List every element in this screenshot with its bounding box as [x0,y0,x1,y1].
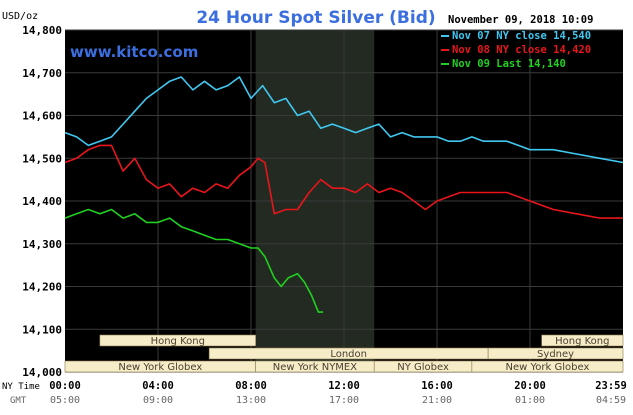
x-tick-label: 16:00 [421,380,453,392]
y-tick-label: 14,200 [22,281,62,294]
ny-time-row-label: NY Time [2,382,40,392]
series-line [64,144,623,219]
x-tick-label: 08:00 [235,380,267,392]
session-label: Hong Kong [555,336,609,347]
grid-lines [65,29,623,373]
y-unit-label: USD/oz [2,11,38,22]
legend-label: Nov 07 NY close 14,540 [452,30,591,42]
y-tick-label: 14,100 [22,323,62,336]
y-tick-label: 14,300 [22,238,62,251]
y-tick-label: 14,500 [22,152,62,165]
session-bar [471,360,624,373]
y-axis-ticks: 14,800 14,700 14,600 14,500 14,400 14,300 14,2… [22,24,62,379]
gmt-tick-label: 01:00 [515,395,545,406]
session-bar [487,347,624,360]
watermark: www.kitco.com [70,43,198,61]
y-tick-label: 14,400 [22,195,62,208]
y-tick-label: 14,000 [22,366,62,379]
chart-title: 24 Hour Spot Silver (Bid) [196,8,435,28]
gmt-tick-label: 04:59 [596,395,626,406]
gmt-tick-label: 21:00 [422,395,452,406]
session-label: New York Globex [506,362,590,373]
price-series [64,76,624,313]
x-axis-ticks: 00:00 04:00 08:00 12:00 16:00 20:00 23:59 05:00… [49,380,627,406]
session-label: NY Globex [397,362,449,373]
series-line [64,208,324,313]
gmt-tick-label: 05:00 [50,395,80,406]
session-label: London [330,349,367,360]
x-tick-label: 23:59 [595,380,627,392]
gmt-tick-label: 09:00 [143,395,173,406]
gmt-tick-label: 13:00 [236,395,266,406]
y-tick-label: 14,700 [22,67,62,80]
x-tick-label: 00:00 [49,380,81,392]
series-line [64,76,624,164]
gmt-row-label: GMT [10,396,27,406]
trading-sessions: Hong Kong Hong Kong London Sydney New York G… [64,334,624,373]
y-tick-label: 14,800 [22,24,62,37]
session-label: New York NYMEX [273,362,358,373]
gmt-tick-label: 17:00 [329,395,359,406]
session-label: Sydney [537,349,574,360]
session-bar [541,334,624,347]
timestamp: November 09, 2018 10:09 [448,14,593,26]
x-tick-label: 12:00 [328,380,360,392]
session-label: New York Globex [118,362,202,373]
legend-label: Nov 08 NY close 14,420 [452,44,591,56]
x-tick-label: 20:00 [514,380,546,392]
session-label: Hong Kong [151,336,205,347]
legend: Nov 07 NY close 14,540 Nov 08 NY close 14… [441,30,591,70]
x-tick-label: 04:00 [142,380,174,392]
session-bar [99,334,256,347]
y-tick-label: 14,600 [22,110,62,123]
legend-label: Nov 09 Last 14,140 [452,58,566,70]
